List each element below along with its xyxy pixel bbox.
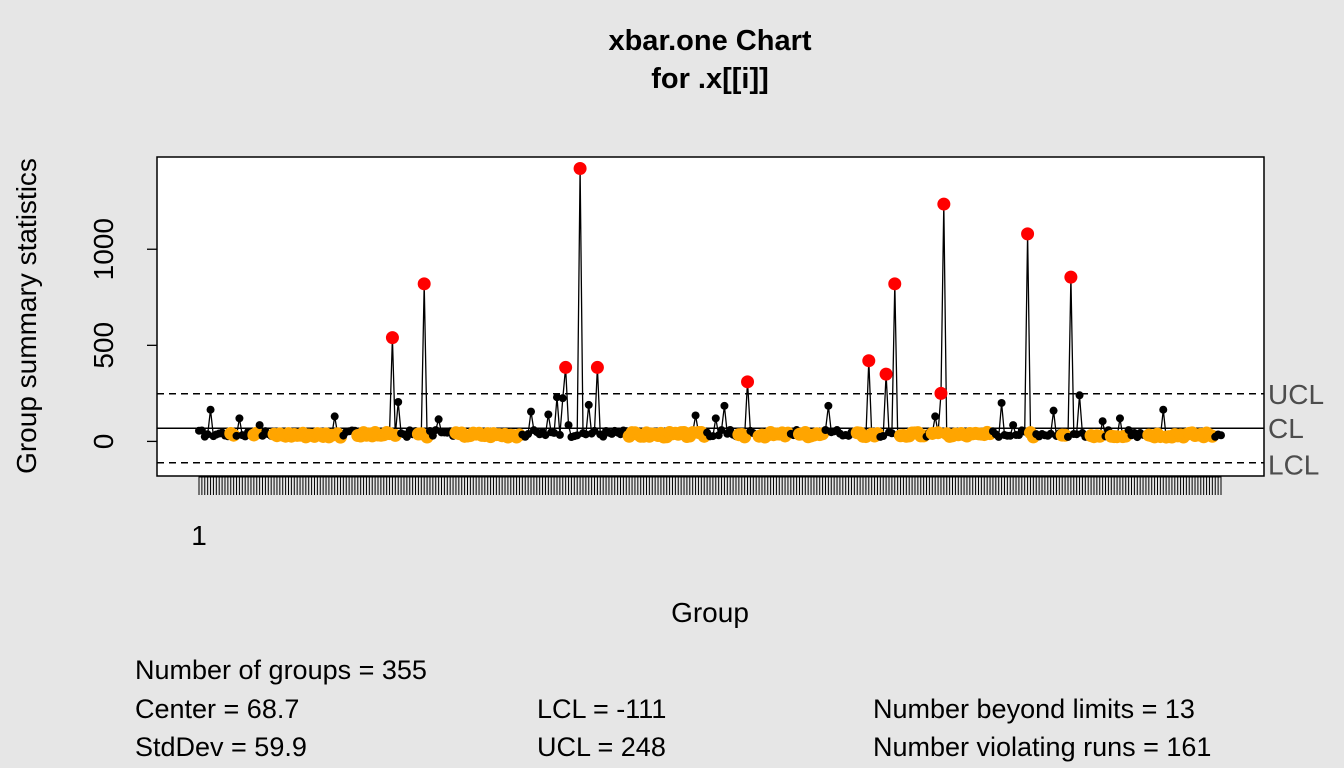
data-point <box>590 426 599 435</box>
y-tick-label: 0 <box>88 434 119 450</box>
data-point <box>1098 417 1107 426</box>
data-point <box>717 426 726 435</box>
data-point <box>524 430 533 439</box>
stat-center: Center = 68.7 <box>135 694 300 724</box>
data-point <box>741 375 755 389</box>
data-point <box>255 421 264 430</box>
x-axis-label: Group <box>671 597 749 628</box>
stat-lcl: LCL = -111 <box>537 694 667 724</box>
data-point <box>879 367 893 381</box>
plot-area <box>156 156 1265 477</box>
data-point <box>558 394 567 403</box>
x-axis-ticks <box>198 476 1222 495</box>
stat-stddev: StdDev = 59.9 <box>135 732 307 762</box>
data-point <box>888 277 902 291</box>
data-point <box>590 360 604 374</box>
ucl-label: UCL <box>1268 379 1324 410</box>
cl-label: CL <box>1268 413 1304 444</box>
y-axis: 0 500 1000 <box>88 218 157 449</box>
data-point <box>1009 421 1018 430</box>
data-point <box>434 415 443 424</box>
y-tick-label: 500 <box>88 322 119 369</box>
data-point <box>1115 414 1124 423</box>
x-tick-label: 1 <box>191 520 207 551</box>
data-point <box>573 162 587 176</box>
data-point <box>385 331 399 345</box>
data-point <box>197 426 206 435</box>
data-point <box>1093 429 1107 443</box>
chart-title: xbar.one Chart <box>608 25 811 57</box>
data-point <box>559 360 573 374</box>
data-point <box>997 398 1006 407</box>
data-point <box>1049 406 1058 415</box>
data-point <box>564 421 573 430</box>
data-point <box>330 412 339 421</box>
data-point <box>1064 270 1078 284</box>
data-point <box>235 414 244 423</box>
data-point <box>931 412 940 421</box>
data-point <box>206 405 215 414</box>
stat-number-of-groups: Number of groups = 355 <box>135 655 427 685</box>
data-point <box>862 354 876 368</box>
data-point <box>720 401 729 410</box>
data-point <box>934 386 948 400</box>
data-point <box>1075 391 1084 400</box>
data-point <box>544 410 553 419</box>
lcl-label: LCL <box>1268 450 1319 481</box>
y-tick-label: 1000 <box>88 218 119 280</box>
data-point <box>417 277 431 291</box>
stat-violating-runs: Number violating runs = 161 <box>873 732 1212 762</box>
data-point <box>527 407 536 416</box>
stat-ucl: UCL = 248 <box>537 732 666 762</box>
data-point <box>824 401 833 410</box>
y-axis-label: Group summary statistics <box>11 158 42 474</box>
data-point <box>584 400 593 409</box>
data-point <box>879 432 888 441</box>
stat-beyond-limits: Number beyond limits = 13 <box>873 694 1195 724</box>
data-point <box>937 197 951 211</box>
data-point <box>711 414 720 423</box>
data-point <box>1021 227 1035 241</box>
data-point <box>691 411 700 420</box>
chart-subtitle: for .x[[i]] <box>651 63 769 95</box>
data-point <box>1217 431 1225 440</box>
chart-marks <box>157 162 1264 464</box>
data-point <box>555 430 564 439</box>
data-point <box>1159 405 1168 414</box>
data-point <box>394 398 403 407</box>
